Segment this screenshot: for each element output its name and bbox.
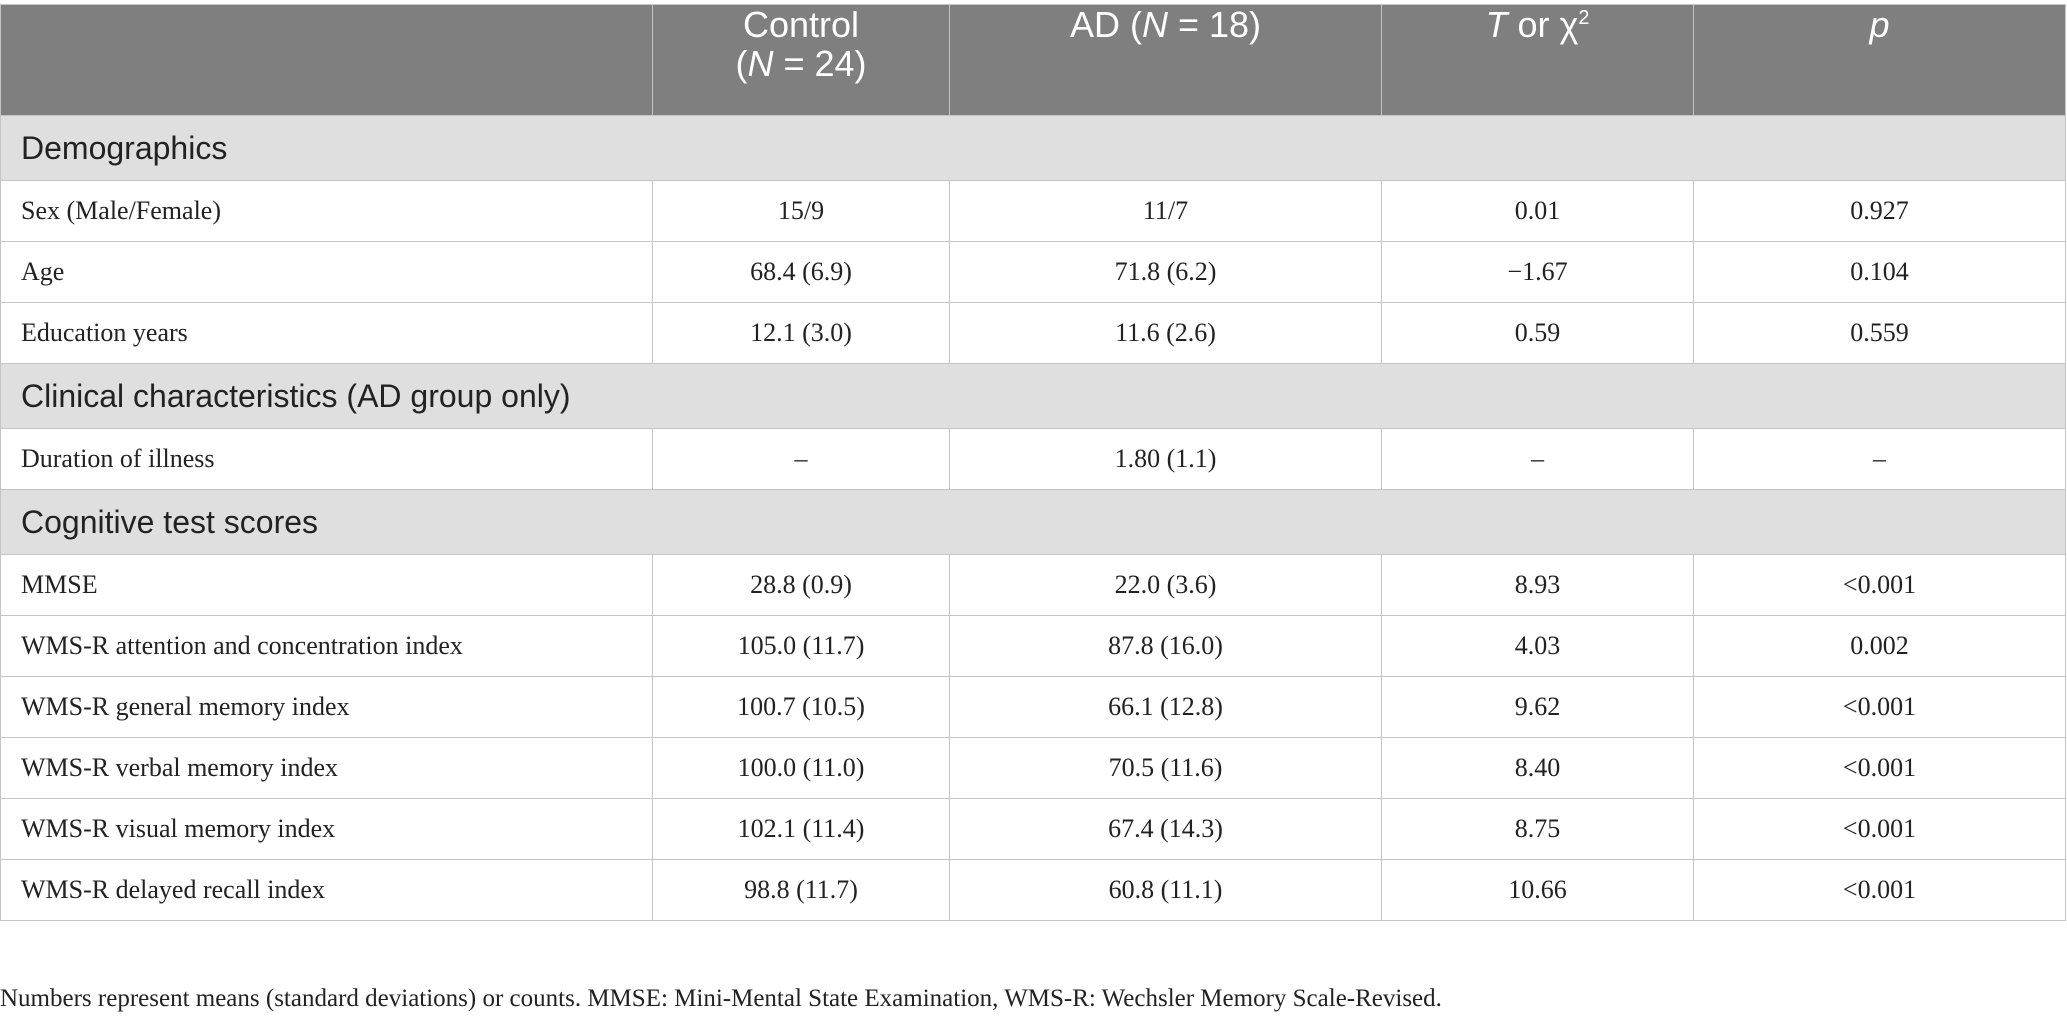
ad-value-cell: 70.5 (11.6)	[949, 737, 1382, 799]
header-ad-post: = 18)	[1167, 4, 1262, 45]
table-row: Sex (Male/Female) 15/9 11/7 0.01 0.927	[0, 180, 2066, 242]
statistic-value-cell: 0.01	[1381, 180, 1694, 242]
header-ad-n: N	[1141, 4, 1168, 45]
section-title: Clinical characteristics (AD group only)	[0, 363, 2066, 429]
table-footnote: Numbers represent means (standard deviat…	[0, 985, 1442, 1012]
header-p-column: p	[1693, 4, 2066, 116]
header-control-text: Control	[742, 4, 860, 45]
header-control-n: N	[747, 43, 774, 84]
section-header-row: Demographics	[0, 115, 2066, 181]
control-value-cell: 15/9	[652, 180, 950, 242]
row-label-cell: WMS-R visual memory index	[0, 798, 653, 860]
p-value-cell: <0.001	[1693, 676, 2066, 738]
statistic-value-cell: 8.93	[1381, 554, 1694, 616]
p-value-cell: <0.001	[1693, 798, 2066, 860]
row-label-cell: WMS-R general memory index	[0, 676, 653, 738]
header-label-column	[0, 4, 653, 116]
p-value-cell: 0.927	[1693, 180, 2066, 242]
control-value-cell: 100.7 (10.5)	[652, 676, 950, 738]
header-p: p	[1869, 4, 1890, 45]
row-label-cell: MMSE	[0, 554, 653, 616]
header-stat-column: T or χ2	[1381, 4, 1694, 116]
control-value-cell: 105.0 (11.7)	[652, 615, 950, 677]
statistic-value-cell: 10.66	[1381, 859, 1694, 921]
table-row: WMS-R verbal memory index 100.0 (11.0) 70.…	[0, 737, 2066, 799]
header-stat-mid: or χ	[1507, 4, 1579, 45]
table-row: Education years 12.1 (3.0) 11.6 (2.6) 0.59 0…	[0, 302, 2066, 364]
header-stat-t: T	[1485, 4, 1508, 45]
header-ad-column: AD (N = 18)	[949, 4, 1382, 116]
control-value-cell: –	[652, 428, 950, 490]
statistic-value-cell: 8.75	[1381, 798, 1694, 860]
statistic-value-cell: 0.59	[1381, 302, 1694, 364]
ad-value-cell: 22.0 (3.6)	[949, 554, 1382, 616]
header-stat-sup: 2	[1578, 7, 1590, 29]
header-ad-pre: AD (	[1069, 4, 1142, 45]
p-value-cell: <0.001	[1693, 859, 2066, 921]
control-value-cell: 102.1 (11.4)	[652, 798, 950, 860]
row-label-cell: Age	[0, 241, 653, 303]
data-table: Control (N = 24) AD (N = 18) T or χ2 p D…	[0, 4, 2066, 921]
section-header-row: Clinical characteristics (AD group only)	[0, 363, 2066, 429]
table-row: WMS-R attention and concentration index 1…	[0, 615, 2066, 677]
section-header-row: Cognitive test scores	[0, 489, 2066, 555]
statistic-value-cell: 8.40	[1381, 737, 1694, 799]
p-value-cell: –	[1693, 428, 2066, 490]
section-title: Cognitive test scores	[0, 489, 2066, 555]
table-row: Duration of illness –1.80 (1.1) – –	[0, 428, 2066, 490]
control-value-cell: 68.4 (6.9)	[652, 241, 950, 303]
p-value-cell: <0.001	[1693, 554, 2066, 616]
p-value-cell: 0.002	[1693, 615, 2066, 677]
section-title: Demographics	[0, 115, 2066, 181]
control-value-cell: 28.8 (0.9)	[652, 554, 950, 616]
table-row: WMS-R general memory index 100.7 (10.5) 66…	[0, 676, 2066, 738]
statistic-value-cell: −1.67	[1381, 241, 1694, 303]
row-label-cell: Duration of illness	[0, 428, 653, 490]
row-label-cell: WMS-R verbal memory index	[0, 737, 653, 799]
p-value-cell: <0.001	[1693, 737, 2066, 799]
statistic-value-cell: 4.03	[1381, 615, 1694, 677]
control-value-cell: 100.0 (11.0)	[652, 737, 950, 799]
row-label-cell: Sex (Male/Female)	[0, 180, 653, 242]
row-label-cell: Education years	[0, 302, 653, 364]
ad-value-cell: 71.8 (6.2)	[949, 241, 1382, 303]
ad-value-cell: 67.4 (14.3)	[949, 798, 1382, 860]
ad-value-cell: 87.8 (16.0)	[949, 615, 1382, 677]
control-value-cell: 98.8 (11.7)	[652, 859, 950, 921]
ad-value-cell: 60.8 (11.1)	[949, 859, 1382, 921]
table-header: Control (N = 24) AD (N = 18) T or χ2 p	[0, 4, 2066, 116]
ad-value-cell: 11/7	[949, 180, 1382, 242]
p-value-cell: 0.104	[1693, 241, 2066, 303]
ad-value-cell: 11.6 (2.6)	[949, 302, 1382, 364]
p-value-cell: 0.559	[1693, 302, 2066, 364]
header-control-count: = 24)	[773, 43, 867, 84]
table-row: WMS-R delayed recall index 98.8 (11.7) 60.…	[0, 859, 2066, 921]
control-value-cell: 12.1 (3.0)	[652, 302, 950, 364]
ad-value-cell: 1.80 (1.1)	[949, 428, 1382, 490]
table-row: MMSE 28.8 (0.9) 22.0 (3.6) 8.93 <0.001	[0, 554, 2066, 616]
header-control-open-paren: (	[735, 43, 748, 84]
header-control-column: Control (N = 24)	[652, 4, 950, 116]
table-row: WMS-R visual memory index 102.1 (11.4) 67.…	[0, 798, 2066, 860]
ad-value-cell: 66.1 (12.8)	[949, 676, 1382, 738]
table-body: Demographics Sex (Male/Female) 15/9 11/7 0.0…	[0, 115, 2066, 921]
table-row: Age 68.4 (6.9) 71.8 (6.2) −1.67 0.104	[0, 241, 2066, 303]
statistic-value-cell: –	[1381, 428, 1694, 490]
row-label-cell: WMS-R delayed recall index	[0, 859, 653, 921]
row-label-cell: WMS-R attention and concentration index	[0, 615, 653, 677]
statistic-value-cell: 9.62	[1381, 676, 1694, 738]
